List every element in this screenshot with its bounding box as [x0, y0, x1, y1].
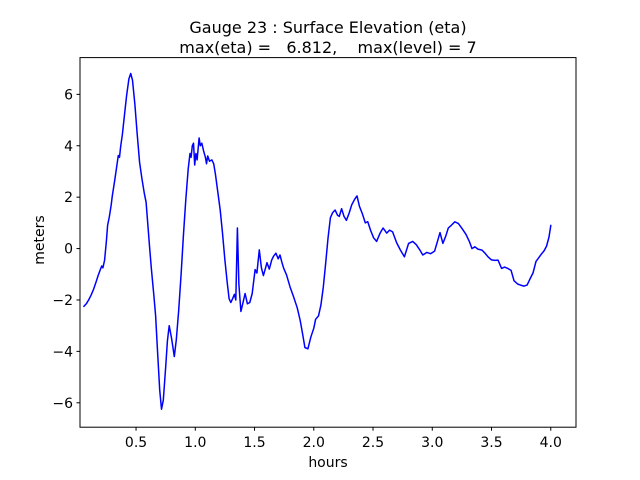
chart-title: Gauge 23 : Surface Elevation (eta): [189, 18, 467, 37]
plot-area: 0.5 1.0 1.5 2.0 2.5 3.0 3.5 4.0 −6 −4 −2 0 2 4 6: [52, 57, 577, 451]
x-tick-label: 3.5: [480, 435, 502, 451]
x-tick-label: 2.0: [303, 435, 325, 451]
x-tick-label: 3.0: [421, 435, 443, 451]
x-tick-label: 0.5: [125, 435, 147, 451]
plot-border: [79, 57, 577, 428]
y-tick-label: 0: [64, 242, 73, 258]
eta-line: [83, 72, 552, 410]
x-tick-label: 1.5: [243, 435, 265, 451]
y-tick-label: −6: [52, 396, 73, 412]
y-tick-label: 2: [64, 190, 73, 206]
x-tick-label: 1.0: [184, 435, 206, 451]
x-tick-label: 4.0: [540, 435, 562, 451]
y-tick-label: 4: [64, 139, 73, 155]
y-tick-label: 6: [64, 87, 73, 103]
x-tick-label: 2.5: [362, 435, 384, 451]
y-tick-label: −4: [52, 344, 73, 360]
y-tick-label: −2: [52, 293, 73, 309]
x-axis-label: hours: [308, 455, 348, 471]
chart-subtitle: max(eta) = 6.812, max(level) = 7: [179, 38, 477, 57]
